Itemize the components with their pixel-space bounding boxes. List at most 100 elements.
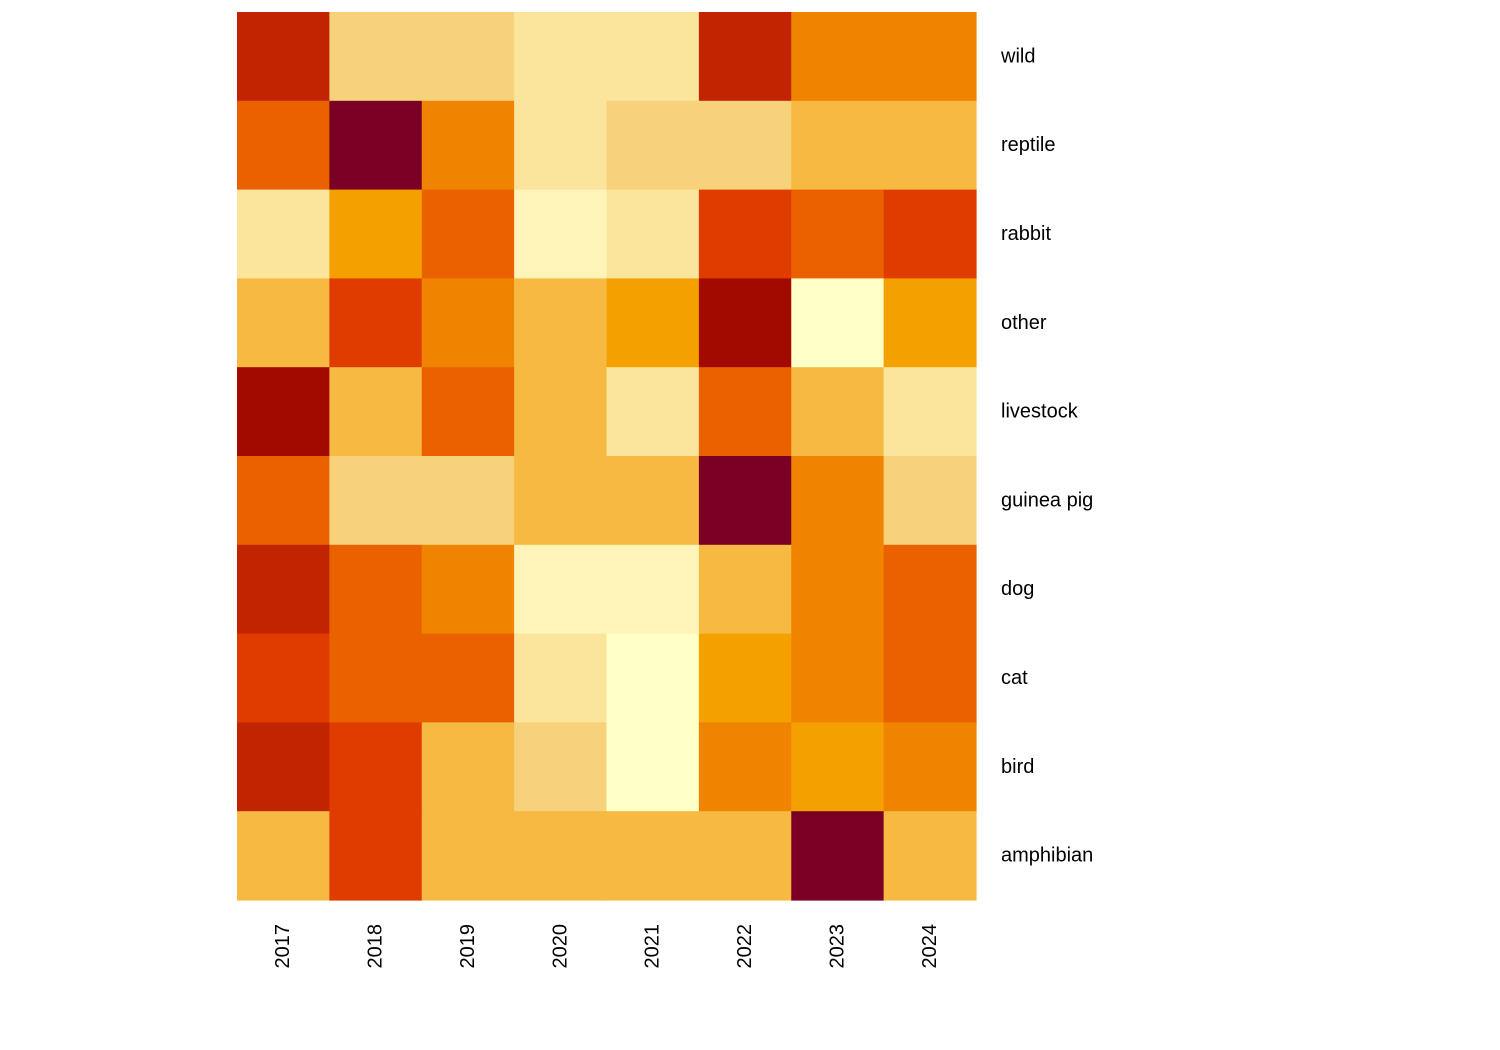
heatmap-cell-guinea-pig-2017 [237, 456, 330, 546]
heatmap-cell-other-2024 [883, 278, 977, 368]
column-label: 2024 [919, 924, 941, 969]
heatmap-cell-livestock-2018 [329, 367, 423, 457]
column-label: 2023 [826, 924, 848, 969]
heatmap-cell-cat-2019 [421, 633, 515, 723]
heatmap-cell-wild-2022 [698, 12, 792, 102]
heatmap-cell-livestock-2021 [606, 367, 700, 457]
heatmap-cell-other-2021 [606, 278, 700, 368]
heatmap-cell-reptile-2021 [606, 100, 700, 191]
heatmap-cell-amphibian-2019 [421, 811, 515, 901]
column-label: 2017 [272, 924, 294, 969]
row-label: rabbit [1001, 223, 1051, 245]
column-labels: 2017 2018 2019 2020 2021 2022 2023 2024 [272, 924, 941, 969]
heatmap-cell-rabbit-2024 [883, 189, 977, 279]
heatmap-cell-wild-2023 [791, 12, 885, 102]
heatmap-cell-rabbit-2023 [791, 189, 885, 279]
column-label: 2021 [642, 924, 664, 969]
heatmap-cell-amphibian-2018 [329, 811, 423, 901]
heatmap-cell-wild-2020 [514, 12, 608, 102]
heatmap-cell-cat-2021 [606, 633, 700, 723]
heatmap-cell-guinea-pig-2024 [883, 456, 977, 546]
row-label: wild [1000, 45, 1035, 67]
heatmap-cell-wild-2024 [883, 12, 977, 102]
heatmap-cell-wild-2017 [237, 12, 330, 102]
row-label: cat [1001, 667, 1028, 689]
heatmap-cell-dog-2021 [606, 544, 700, 635]
row-labels: wild reptile rabbit other livestock guinea pi… [1000, 45, 1093, 866]
heatmap-cell-cat-2018 [329, 633, 423, 723]
heatmap-cell-rabbit-2018 [329, 189, 423, 279]
heatmap-cell-other-2018 [329, 278, 423, 368]
heatmap-cell-dog-2024 [883, 544, 977, 635]
heatmap-cell-amphibian-2023 [791, 811, 885, 901]
heatmap-cell-dog-2022 [698, 544, 792, 635]
heatmap-cell-rabbit-2022 [698, 189, 792, 279]
heatmap-cell-bird-2019 [421, 722, 515, 812]
heatmap-cell-livestock-2022 [698, 367, 792, 457]
heatmap-cell-reptile-2019 [421, 100, 515, 191]
heatmap-cells [237, 12, 977, 901]
heatmap-cell-reptile-2022 [698, 100, 792, 191]
heatmap-cell-wild-2021 [606, 12, 700, 102]
heatmap-cell-amphibian-2024 [883, 811, 977, 901]
heatmap-cell-guinea-pig-2020 [514, 456, 608, 546]
heatmap-cell-wild-2019 [421, 12, 515, 102]
heatmap-cell-livestock-2017 [237, 367, 330, 457]
heatmap-cell-bird-2017 [237, 722, 330, 812]
heatmap-cell-cat-2022 [698, 633, 792, 723]
heatmap-cell-amphibian-2021 [606, 811, 700, 901]
heatmap-cell-cat-2017 [237, 633, 330, 723]
heatmap-cell-other-2017 [237, 278, 330, 368]
row-label: other [1001, 312, 1047, 334]
row-label: livestock [1001, 401, 1079, 423]
heatmap-cell-other-2023 [791, 278, 885, 368]
heatmap-cell-other-2020 [514, 278, 608, 368]
heatmap-cell-guinea-pig-2022 [698, 456, 792, 546]
heatmap-cell-rabbit-2017 [237, 189, 330, 279]
heatmap-cell-guinea-pig-2019 [421, 456, 515, 546]
heatmap-cell-reptile-2024 [883, 100, 977, 191]
heatmap-cell-reptile-2017 [237, 100, 330, 191]
heatmap-cell-amphibian-2022 [698, 811, 792, 901]
heatmap-cell-dog-2023 [791, 544, 885, 635]
heatmap-cell-bird-2020 [514, 722, 608, 812]
column-label: 2022 [734, 924, 756, 969]
heatmap-cell-reptile-2020 [514, 100, 608, 191]
heatmap-cell-guinea-pig-2023 [791, 456, 885, 546]
heatmap-cell-rabbit-2021 [606, 189, 700, 279]
heatmap-cell-cat-2023 [791, 633, 885, 723]
heatmap-cell-rabbit-2020 [514, 189, 608, 279]
heatmap-cell-reptile-2023 [791, 100, 885, 191]
heatmap-cell-livestock-2024 [883, 367, 977, 457]
heatmap-cell-livestock-2020 [514, 367, 608, 457]
heatmap-cell-livestock-2019 [421, 367, 515, 457]
column-label: 2019 [457, 924, 479, 969]
heatmap-cell-bird-2022 [698, 722, 792, 812]
row-label: guinea pig [1001, 489, 1093, 511]
heatmap-cell-amphibian-2020 [514, 811, 608, 901]
row-label: reptile [1001, 134, 1055, 156]
row-label: bird [1001, 756, 1034, 778]
heatmap-cell-dog-2019 [421, 544, 515, 635]
heatmap-cell-bird-2018 [329, 722, 423, 812]
heatmap-cell-dog-2018 [329, 544, 423, 635]
heatmap-cell-guinea-pig-2021 [606, 456, 700, 546]
heatmap-cell-reptile-2018 [329, 100, 423, 191]
heatmap-cell-cat-2024 [883, 633, 977, 723]
heatmap-cell-wild-2018 [329, 12, 423, 102]
column-label: 2018 [365, 924, 387, 969]
row-label: amphibian [1001, 845, 1093, 867]
heatmap-cell-dog-2020 [514, 544, 608, 635]
row-label: dog [1001, 578, 1034, 600]
heatmap-cell-bird-2024 [883, 722, 977, 812]
heatmap-cell-other-2019 [421, 278, 515, 368]
heatmap-cell-bird-2021 [606, 722, 700, 812]
column-label: 2020 [549, 924, 571, 969]
heatmap-cell-amphibian-2017 [237, 811, 330, 901]
heatmap-cell-rabbit-2019 [421, 189, 515, 279]
heatmap-cell-guinea-pig-2018 [329, 456, 423, 546]
heatmap-cell-livestock-2023 [791, 367, 885, 457]
heatmap-cell-cat-2020 [514, 633, 608, 723]
heatmap-cell-dog-2017 [237, 544, 330, 635]
